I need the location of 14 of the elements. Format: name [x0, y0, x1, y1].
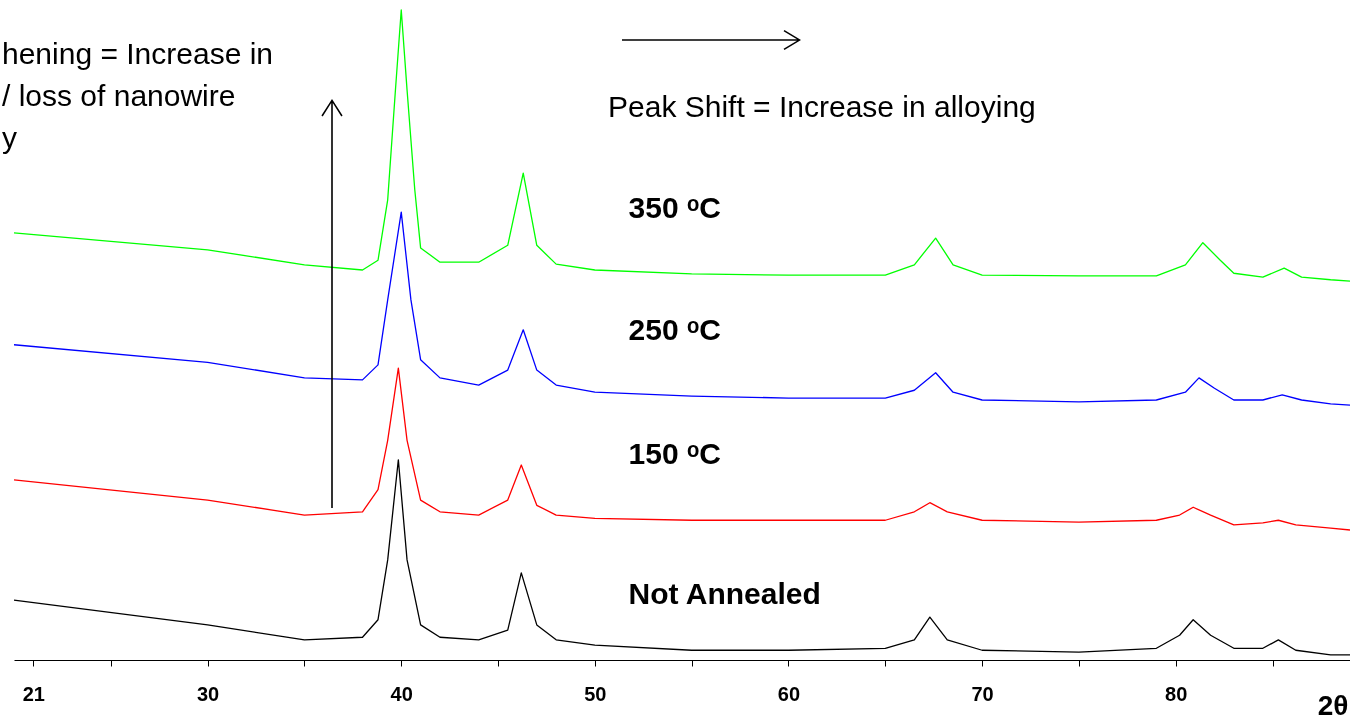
x-tick-label: 21: [22, 682, 45, 705]
annotation: Peak Shift = Increase in alloying: [608, 90, 1036, 123]
x-tick-label: 60: [777, 682, 801, 705]
annotation: hening = Increase in / loss of nanowire y: [2, 37, 274, 154]
x-tick-label: 30: [197, 682, 220, 705]
series-label: 250 ᵒC: [628, 313, 721, 347]
x-tick-label: 70: [971, 682, 994, 705]
x-tick-label: 50: [584, 682, 607, 705]
x-tick-label: 80: [1165, 682, 1188, 705]
series-label: Not Annealed: [628, 577, 821, 610]
x-axis-title: 2θ: [1317, 689, 1349, 721]
series-label: 150 ᵒC: [628, 437, 721, 471]
series-label: 350 ᵒC: [628, 190, 721, 224]
x-tick-label: 40: [390, 682, 413, 705]
